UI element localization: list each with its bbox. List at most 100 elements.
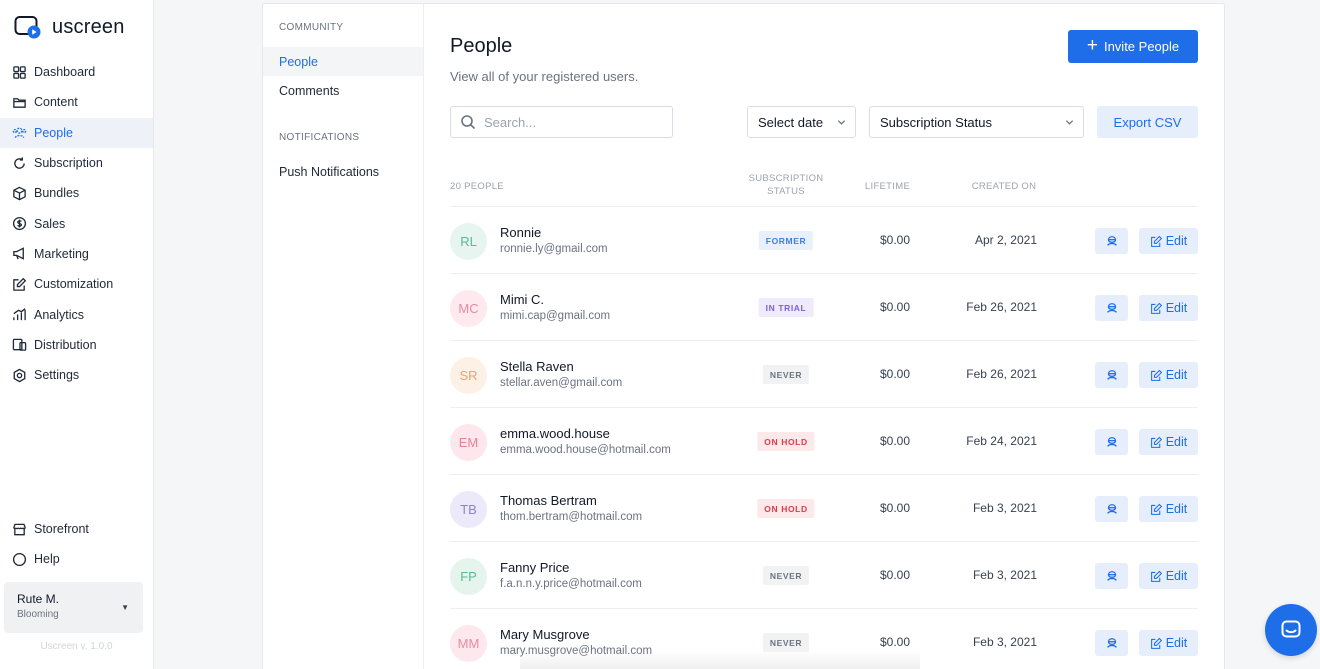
user-login-icon	[1106, 236, 1117, 246]
edit-user-button[interactable]: Edit	[1139, 630, 1198, 656]
subnav-item-people[interactable]: People	[263, 47, 423, 76]
people-subnav: COMMUNITY People Comments NOTIFICATIONS …	[263, 4, 424, 669]
person-email: ronnie.ly@gmail.com	[500, 243, 608, 255]
person-name[interactable]: Mary Musgrove	[500, 627, 590, 642]
column-header-created[interactable]: CREATED ON	[971, 181, 1037, 192]
sidebar-item-customization[interactable]: Customization	[0, 269, 153, 299]
sidebar-item-marketing[interactable]: Marketing	[0, 239, 153, 269]
login-as-user-button[interactable]	[1095, 295, 1128, 321]
help-icon	[11, 551, 27, 567]
edit-user-button[interactable]: Edit	[1139, 496, 1198, 522]
person-name[interactable]: Thomas Bertram	[500, 493, 597, 508]
sidebar: uscreen Dashboard Content People Subscri…	[0, 0, 154, 669]
edit-user-button[interactable]: Edit	[1139, 429, 1198, 455]
status-badge: NEVER	[762, 365, 810, 384]
megaphone-icon	[11, 246, 27, 262]
login-as-user-button[interactable]	[1095, 228, 1128, 254]
edit-user-button[interactable]: Edit	[1139, 228, 1198, 254]
avatar[interactable]: RL	[450, 223, 487, 260]
status-badge: NEVER	[762, 566, 810, 585]
table-row: RL Ronnie ronnie.ly@gmail.com FORMER $0.…	[450, 207, 1198, 274]
person-name[interactable]: Mimi C.	[500, 292, 545, 307]
sidebar-item-bundles[interactable]: Bundles	[0, 178, 153, 208]
status-badge: ON HOLD	[757, 432, 815, 451]
secondary-nav: Storefront Help	[0, 514, 153, 575]
date-select[interactable]: Select date	[747, 106, 856, 138]
user-login-icon	[1106, 504, 1117, 514]
sidebar-item-label: Distribution	[34, 337, 97, 352]
sidebar-item-dashboard[interactable]: Dashboard	[0, 57, 153, 87]
sidebar-item-label: Sales	[34, 216, 66, 231]
brand-name: uscreen	[52, 15, 125, 38]
avatar[interactable]: SR	[450, 357, 487, 394]
column-header-status-line1: SUBSCRIPTION	[748, 173, 824, 184]
devices-icon	[11, 337, 27, 353]
login-as-user-button[interactable]	[1095, 496, 1128, 522]
page-subtitle: View all of your registered users.	[450, 69, 639, 84]
created-date: Feb 26, 2021	[966, 300, 1037, 314]
user-login-icon	[1106, 571, 1117, 581]
subnav-item-push-notifications[interactable]: Push Notifications	[279, 164, 380, 179]
avatar[interactable]: FP	[450, 558, 487, 595]
created-date: Feb 26, 2021	[966, 367, 1037, 381]
sidebar-item-distribution[interactable]: Distribution	[0, 330, 153, 360]
chart-icon	[11, 307, 27, 323]
column-header-people: 20 PEOPLE	[450, 181, 504, 192]
export-csv-button[interactable]: Export CSV	[1097, 106, 1198, 138]
logo[interactable]: uscreen	[14, 14, 125, 40]
page-title: People	[450, 35, 513, 57]
person-name[interactable]: Stella Raven	[500, 359, 574, 374]
edit-label: Edit	[1165, 636, 1188, 650]
sidebar-item-storefront[interactable]: Storefront	[0, 514, 153, 544]
uscreen-logo-icon	[14, 16, 41, 39]
invite-people-button[interactable]: + Invite People	[1068, 30, 1198, 63]
login-as-user-button[interactable]	[1095, 429, 1128, 455]
sidebar-item-label: Marketing	[34, 246, 89, 261]
edit-label: Edit	[1165, 301, 1188, 315]
subnav-item-comments[interactable]: Comments	[279, 83, 340, 98]
search-box	[450, 106, 673, 138]
search-input[interactable]	[484, 114, 664, 130]
chat-support-button[interactable]	[1265, 604, 1317, 656]
column-header-status-line2: STATUS	[767, 186, 805, 197]
login-as-user-button[interactable]	[1095, 563, 1128, 589]
column-header-lifetime[interactable]: LIFETIME	[864, 181, 911, 192]
person-email: f.a.n.n.y.price@hotmail.com	[500, 578, 642, 590]
people-icon	[11, 125, 27, 141]
sidebar-item-sales[interactable]: Sales	[0, 208, 153, 238]
login-as-user-button[interactable]	[1095, 630, 1128, 656]
sidebar-item-subscription[interactable]: Subscription	[0, 148, 153, 178]
sidebar-item-analytics[interactable]: Analytics	[0, 299, 153, 329]
avatar[interactable]: MM	[450, 625, 487, 662]
avatar[interactable]: MC	[450, 290, 487, 327]
search-icon	[461, 115, 476, 130]
sidebar-item-content[interactable]: Content	[0, 87, 153, 117]
sidebar-item-label: Subscription	[34, 156, 103, 171]
chevron-down-icon	[1065, 118, 1074, 126]
column-header-status[interactable]: SUBSCRIPTION STATUS	[736, 172, 836, 198]
avatar[interactable]: EM	[450, 424, 487, 461]
app-version: Uscreen v. 1.0.0	[40, 641, 113, 652]
status-badge: NEVER	[762, 633, 810, 652]
subscription-status-select[interactable]: Subscription Status	[869, 106, 1084, 138]
edit-icon	[1150, 235, 1162, 247]
sidebar-item-label: Settings	[34, 368, 80, 383]
edit-user-button[interactable]: Edit	[1139, 563, 1198, 589]
avatar[interactable]: TB	[450, 491, 487, 528]
account-switcher[interactable]: Rute M. Blooming ▼	[4, 582, 143, 633]
sidebar-item-help[interactable]: Help	[0, 544, 153, 574]
person-email: thom.bertram@hotmail.com	[500, 511, 643, 523]
edit-user-button[interactable]: Edit	[1139, 295, 1198, 321]
login-as-user-button[interactable]	[1095, 362, 1128, 388]
box-icon	[11, 185, 27, 201]
person-name[interactable]: Ronnie	[500, 225, 542, 240]
person-name[interactable]: Fanny Price	[500, 560, 570, 575]
gear-icon	[11, 367, 27, 383]
edit-user-button[interactable]: Edit	[1139, 362, 1198, 388]
sidebar-item-settings[interactable]: Settings	[0, 360, 153, 390]
chat-icon	[1281, 620, 1301, 638]
person-email: emma.wood.house@hotmail.com	[500, 444, 671, 456]
sidebar-item-people[interactable]: People	[0, 117, 153, 148]
person-name[interactable]: emma.wood.house	[500, 426, 610, 441]
table-row: EM emma.wood.house emma.wood.house@hotma…	[450, 408, 1198, 475]
